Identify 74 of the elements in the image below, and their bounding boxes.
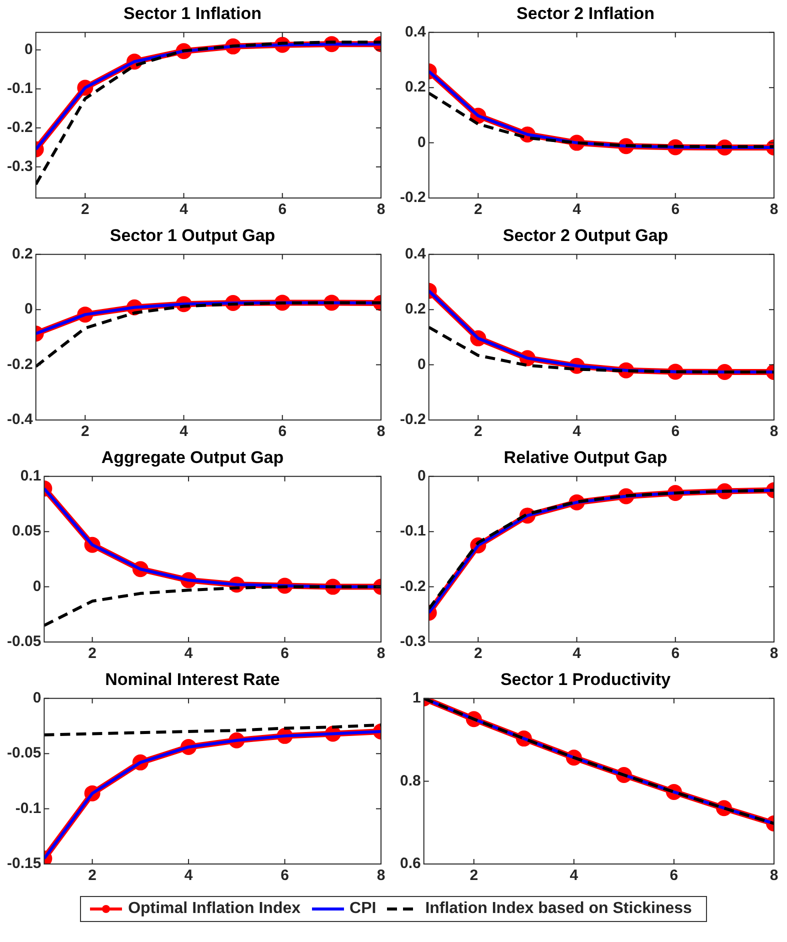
x-tick-label: 4 <box>572 423 582 440</box>
x-tick-label: 4 <box>572 645 582 662</box>
y-tick-label: 0.6 <box>400 855 421 872</box>
x-tick-label: 4 <box>184 867 194 884</box>
legend-label: Optimal Inflation Index <box>128 900 301 918</box>
y-tick-label: -0.05 <box>6 744 42 762</box>
y-tick-label: 0 <box>418 356 426 373</box>
x-tick-label: 8 <box>770 201 778 218</box>
chart-title: Sector 2 Inflation <box>516 4 654 23</box>
x-tick-label: 2 <box>474 423 482 440</box>
y-tick-label: 0.2 <box>12 246 33 263</box>
y-tick-label: -0.05 <box>6 633 42 650</box>
x-tick-label: 8 <box>376 645 386 662</box>
x-tick-label: 2 <box>88 645 96 662</box>
x-tick-label: 8 <box>770 423 778 440</box>
x-tick-label: 2 <box>474 201 482 218</box>
y-tick-label: 1 <box>412 690 421 707</box>
x-tick-label: 8 <box>770 645 778 662</box>
y-tick-label: 0.1 <box>20 468 42 485</box>
y-tick-label: 0 <box>418 468 426 485</box>
chart-title: Sector 2 Output Gap <box>502 226 668 245</box>
chart-title: Sector 1 Productivity <box>500 670 672 689</box>
chart-title: Sector 1 Inflation <box>124 4 262 23</box>
x-tick-label: 6 <box>278 201 287 218</box>
y-tick-label: -0.2 <box>6 356 33 373</box>
y-tick-label: 0.2 <box>404 300 426 318</box>
y-tick-label: -0.1 <box>6 80 33 98</box>
x-tick-label: 2 <box>80 423 90 440</box>
x-tick-label: 8 <box>376 423 386 440</box>
y-tick-label: 0 <box>32 690 42 707</box>
x-tick-label: 2 <box>80 201 90 218</box>
y-tick-label: -0.15 <box>6 855 42 872</box>
y-tick-label: 0.4 <box>404 246 426 263</box>
chart-title: Relative Output Gap <box>504 448 668 467</box>
x-tick-label: 4 <box>180 423 189 440</box>
x-tick-label: 8 <box>376 201 386 218</box>
y-tick-label: 0 <box>24 41 33 58</box>
chart-title: Nominal Interest Rate <box>105 670 280 689</box>
chart-title: Sector 1 Output Gap <box>110 226 276 245</box>
legend-label: Inflation Index based on Stickiness <box>425 900 692 918</box>
x-tick-label: 8 <box>770 867 778 884</box>
y-tick-label: -0.4 <box>6 411 34 428</box>
y-tick-label: 0.8 <box>400 772 421 790</box>
y-tick-label: -0.2 <box>400 189 426 206</box>
y-tick-label: -0.2 <box>400 411 426 428</box>
legend-label: CPI <box>350 900 376 918</box>
y-tick-label: 0.05 <box>12 522 42 540</box>
y-tick-label: 0 <box>24 300 33 318</box>
x-tick-label: 4 <box>180 201 189 218</box>
y-tick-label: 0.4 <box>404 24 426 41</box>
x-tick-label: 6 <box>280 645 289 662</box>
y-tick-label: -0.1 <box>15 800 42 817</box>
x-tick-label: 6 <box>278 423 287 440</box>
x-tick-label: 6 <box>671 201 680 218</box>
x-tick-label: 2 <box>88 867 96 884</box>
x-tick-label: 4 <box>570 867 579 884</box>
chart-title: Aggregate Output Gap <box>101 448 284 467</box>
x-tick-label: 6 <box>671 423 680 440</box>
y-tick-label: 0 <box>32 578 42 595</box>
x-tick-label: 8 <box>376 867 386 884</box>
x-tick-label: 2 <box>474 645 482 662</box>
x-tick-label: 2 <box>470 867 478 884</box>
y-tick-label: -0.2 <box>400 578 426 595</box>
x-tick-label: 4 <box>184 645 194 662</box>
y-tick-label: -0.3 <box>400 633 426 650</box>
y-tick-label: 0 <box>418 134 426 151</box>
x-tick-label: 4 <box>572 201 582 218</box>
x-tick-label: 6 <box>280 867 289 884</box>
x-tick-label: 6 <box>671 645 680 662</box>
y-tick-label: -0.1 <box>400 522 426 540</box>
x-tick-label: 6 <box>670 867 678 884</box>
y-tick-label: -0.2 <box>6 119 33 136</box>
y-tick-label: 0.2 <box>404 78 426 96</box>
y-tick-label: -0.3 <box>6 158 33 175</box>
